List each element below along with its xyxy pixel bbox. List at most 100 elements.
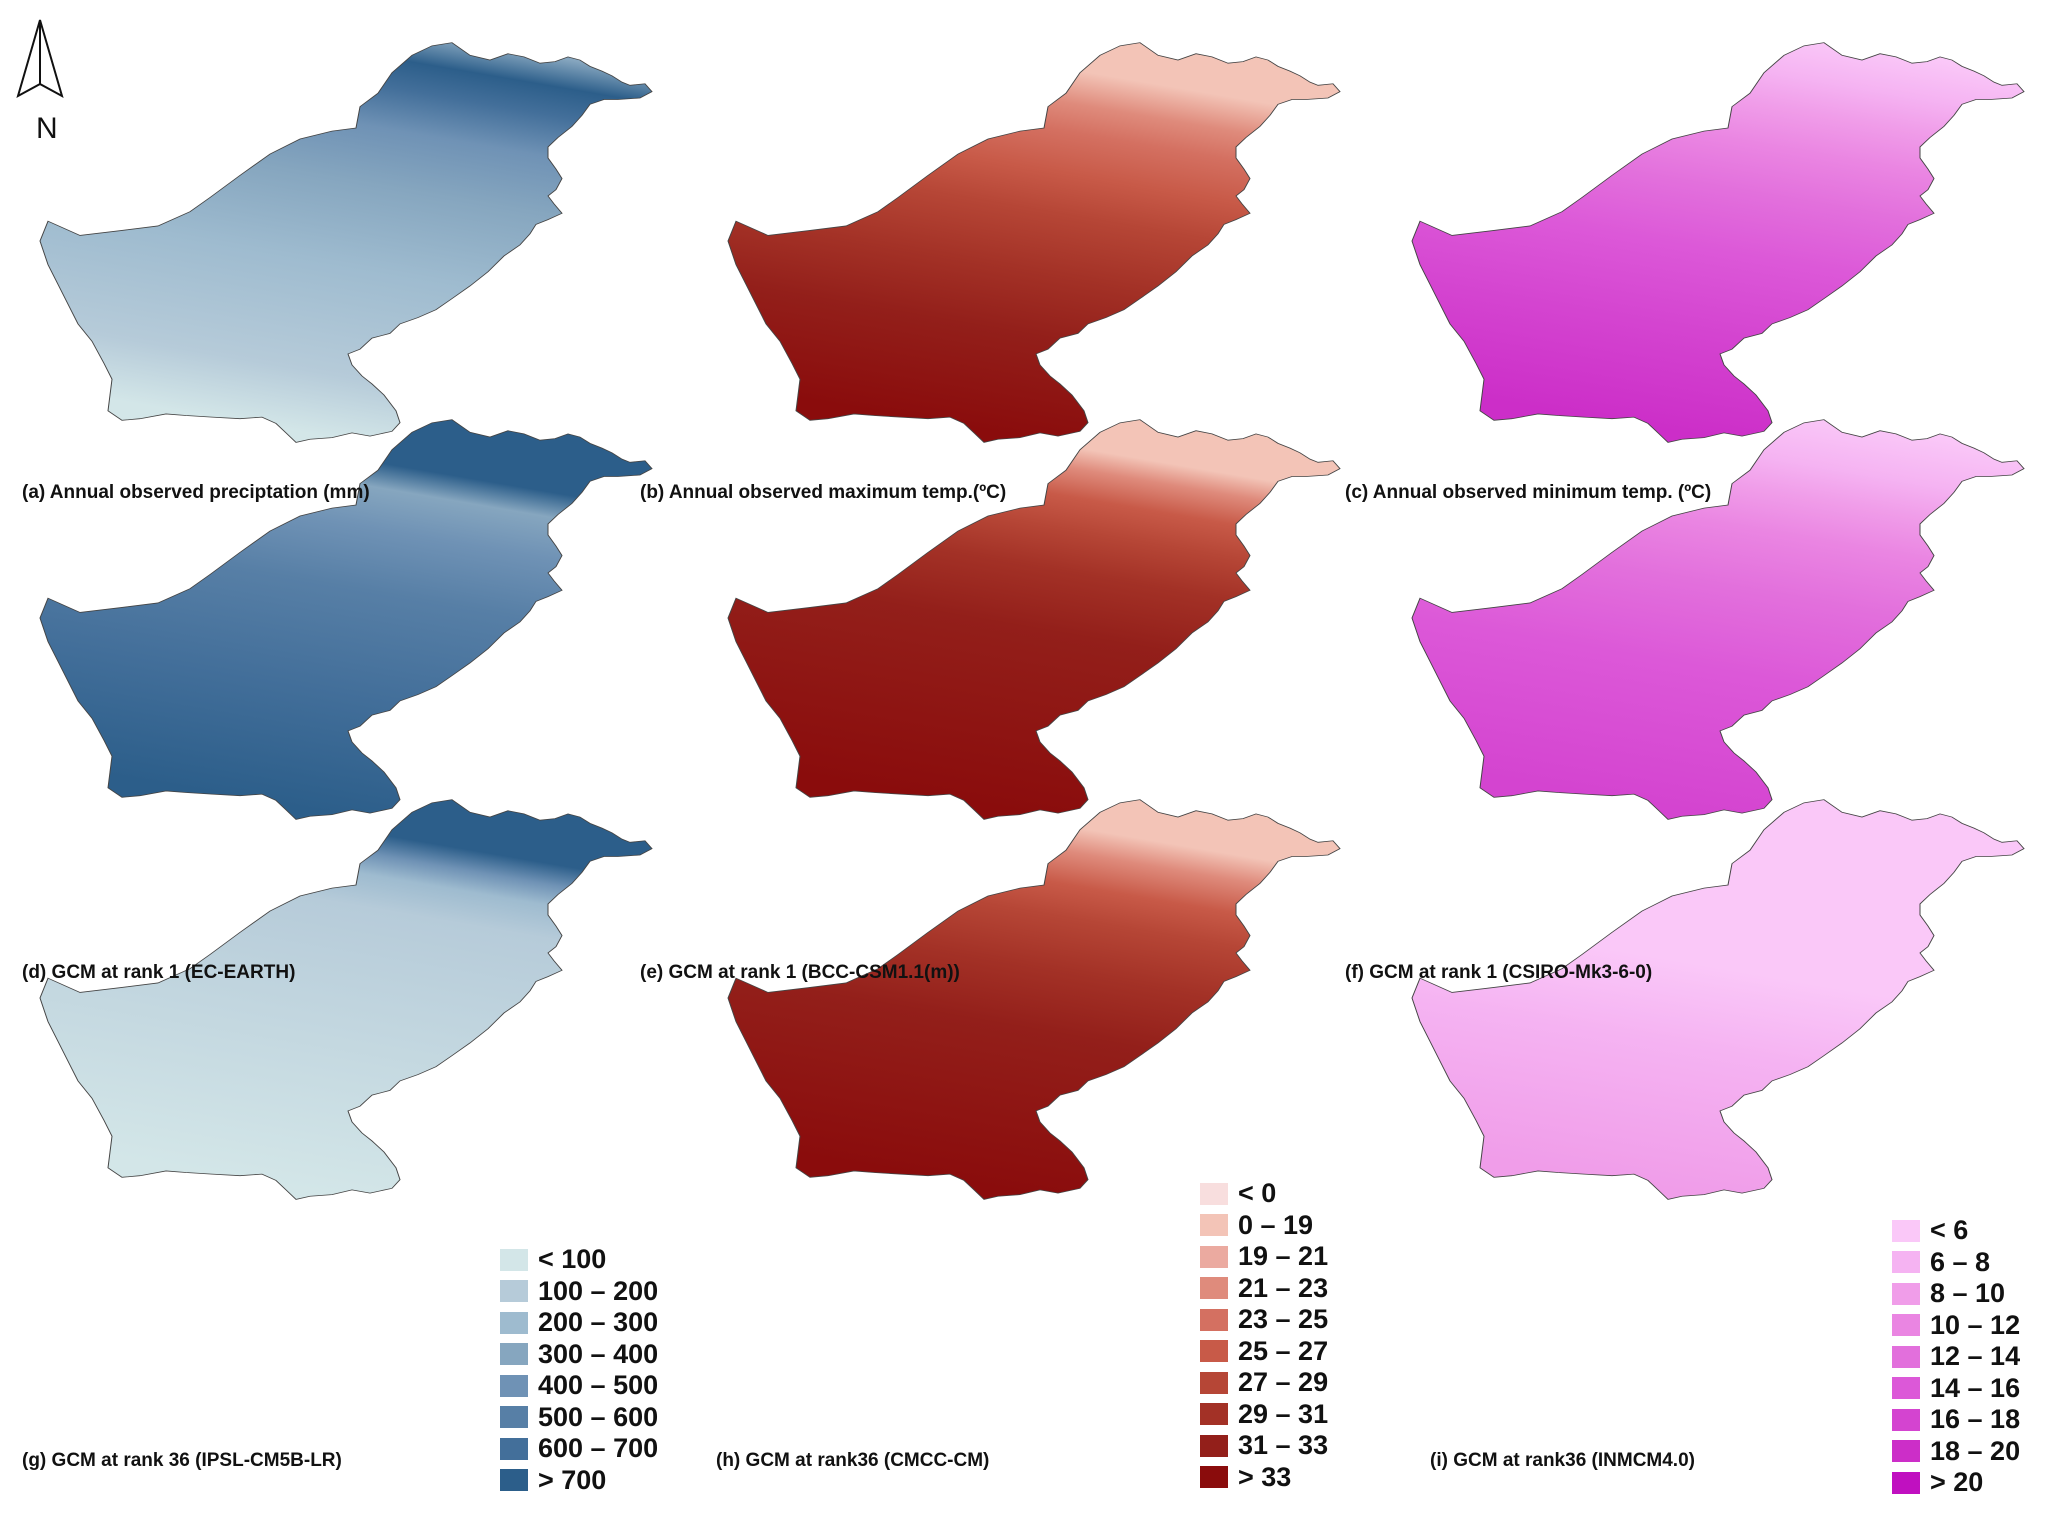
- legend-item: 29 – 31: [1200, 1399, 1328, 1431]
- legend-item: 300 – 400: [500, 1339, 658, 1371]
- country-outline: [39, 419, 653, 820]
- legend-item: 23 – 25: [1200, 1304, 1328, 1336]
- legend-label: 19 – 21: [1238, 1241, 1329, 1272]
- legend-item: < 6: [1892, 1215, 2020, 1247]
- map-panel-a: [39, 42, 653, 443]
- legend-item: 6 – 8: [1892, 1247, 2020, 1279]
- caption-a: (a) Annual observed preciptation (mm): [22, 482, 370, 503]
- legend-item: 400 – 500: [500, 1370, 658, 1402]
- legend-swatch: [1200, 1403, 1228, 1426]
- legend-item: 12 – 14: [1892, 1341, 2020, 1373]
- caption-f: (f) GCM at rank 1 (CSIRO-Mk3-6-0): [1345, 962, 1653, 983]
- north-label: N: [36, 112, 58, 145]
- legend-swatch: [1200, 1182, 1228, 1205]
- legend-swatch: [1892, 1345, 1920, 1368]
- country-outline: [39, 799, 653, 1200]
- caption-d: (d) GCM at rank 1 (EC-EARTH): [22, 962, 296, 983]
- map-panel-g: [39, 799, 653, 1200]
- legend-label: 0 – 19: [1238, 1209, 1314, 1240]
- legend-label: 600 – 700: [538, 1433, 659, 1464]
- country-outline: [39, 42, 653, 443]
- caption-i: (i) GCM at rank36 (INMCM4.0): [1430, 1450, 1695, 1471]
- map-panel-b: [727, 42, 1341, 443]
- legend-item: < 100: [500, 1244, 658, 1276]
- north-arrow-icon: [16, 19, 64, 99]
- legend-swatch: [1892, 1408, 1920, 1431]
- caption-b: (b) Annual observed maximum temp.(ºC): [640, 482, 1007, 503]
- legend-item: 18 – 20: [1892, 1436, 2020, 1468]
- legend-item: 600 – 700: [500, 1433, 658, 1465]
- legend-item: 8 – 10: [1892, 1278, 2020, 1310]
- legend-label: 12 – 14: [1930, 1341, 2021, 1372]
- legend-label: 500 – 600: [538, 1401, 659, 1432]
- legend-item: 21 – 23: [1200, 1273, 1328, 1305]
- country-outline: [727, 419, 1341, 820]
- caption-e: (e) GCM at rank 1 (BCC-CSM1.1(m)): [640, 962, 960, 983]
- legend-item: 500 – 600: [500, 1402, 658, 1434]
- legend-item: 0 – 19: [1200, 1210, 1328, 1242]
- legend-swatch: [1200, 1466, 1228, 1489]
- legend-swatch: [1200, 1371, 1228, 1394]
- legend-swatch: [1892, 1251, 1920, 1274]
- map-panel-c: [1411, 42, 2025, 443]
- legend-label: 25 – 27: [1238, 1335, 1329, 1366]
- legend-item: 100 – 200: [500, 1276, 658, 1308]
- legend-label: 6 – 8: [1930, 1246, 1991, 1277]
- legend-swatch: [500, 1248, 528, 1271]
- legend-label: 14 – 16: [1930, 1372, 2021, 1403]
- legend-item: 25 – 27: [1200, 1336, 1328, 1368]
- legend-swatch: [1892, 1471, 1920, 1494]
- legend-item: < 0: [1200, 1178, 1328, 1210]
- legend-item: 16 – 18: [1892, 1404, 2020, 1436]
- legend-item: > 20: [1892, 1467, 2020, 1499]
- caption-h: (h) GCM at rank36 (CMCC-CM): [716, 1450, 990, 1471]
- legend-label: > 33: [1238, 1461, 1292, 1492]
- legend-label: 23 – 25: [1238, 1304, 1329, 1335]
- legend-swatch: [500, 1374, 528, 1397]
- legend-item: 10 – 12: [1892, 1310, 2020, 1342]
- legend-swatch: [500, 1469, 528, 1492]
- legend-swatch: [1200, 1277, 1228, 1300]
- legend-item: 31 – 33: [1200, 1430, 1328, 1462]
- legend-swatch: [1892, 1314, 1920, 1337]
- legend-swatch: [500, 1311, 528, 1334]
- country-outline: [1411, 419, 2025, 820]
- map-panel-f: [1411, 419, 2025, 820]
- legend-label: > 20: [1930, 1467, 1984, 1498]
- legend-label: < 100: [538, 1244, 607, 1275]
- legend-swatch: [500, 1437, 528, 1460]
- legend-swatch: [500, 1406, 528, 1429]
- caption-g: (g) GCM at rank 36 (IPSL-CM5B-LR): [22, 1450, 342, 1471]
- country-outline: [1411, 42, 2025, 443]
- map-panel-d: [39, 419, 653, 820]
- map-panel-i: [1411, 799, 2025, 1200]
- legend-label: 16 – 18: [1930, 1404, 2021, 1435]
- legend-item: > 33: [1200, 1462, 1328, 1494]
- legend-item: 27 – 29: [1200, 1367, 1328, 1399]
- legend-label: 31 – 33: [1238, 1430, 1329, 1461]
- legend-label: 18 – 20: [1930, 1435, 2021, 1466]
- legend-swatch: [500, 1280, 528, 1303]
- legend-swatch: [1200, 1214, 1228, 1237]
- caption-c: (c) Annual observed minimum temp. (ºC): [1345, 482, 1712, 503]
- legend-label: 100 – 200: [538, 1275, 659, 1306]
- country-outline: [727, 799, 1341, 1200]
- legend-item: 200 – 300: [500, 1307, 658, 1339]
- legend-swatch: [1200, 1434, 1228, 1457]
- legend-swatch: [1200, 1245, 1228, 1268]
- legend-label: 200 – 300: [538, 1307, 659, 1338]
- legend-swatch: [1892, 1282, 1920, 1305]
- legend-label: 27 – 29: [1238, 1367, 1329, 1398]
- legend-label: < 6: [1930, 1215, 1969, 1246]
- legend-swatch: [1892, 1219, 1920, 1242]
- legend-label: < 0: [1238, 1178, 1277, 1209]
- legend-label: 8 – 10: [1930, 1278, 2006, 1309]
- legend-swatch: [1200, 1308, 1228, 1331]
- legend-item: > 700: [500, 1465, 658, 1497]
- legend-swatch: [1892, 1440, 1920, 1463]
- legend-swatch: [1892, 1377, 1920, 1400]
- legend-item: 19 – 21: [1200, 1241, 1328, 1273]
